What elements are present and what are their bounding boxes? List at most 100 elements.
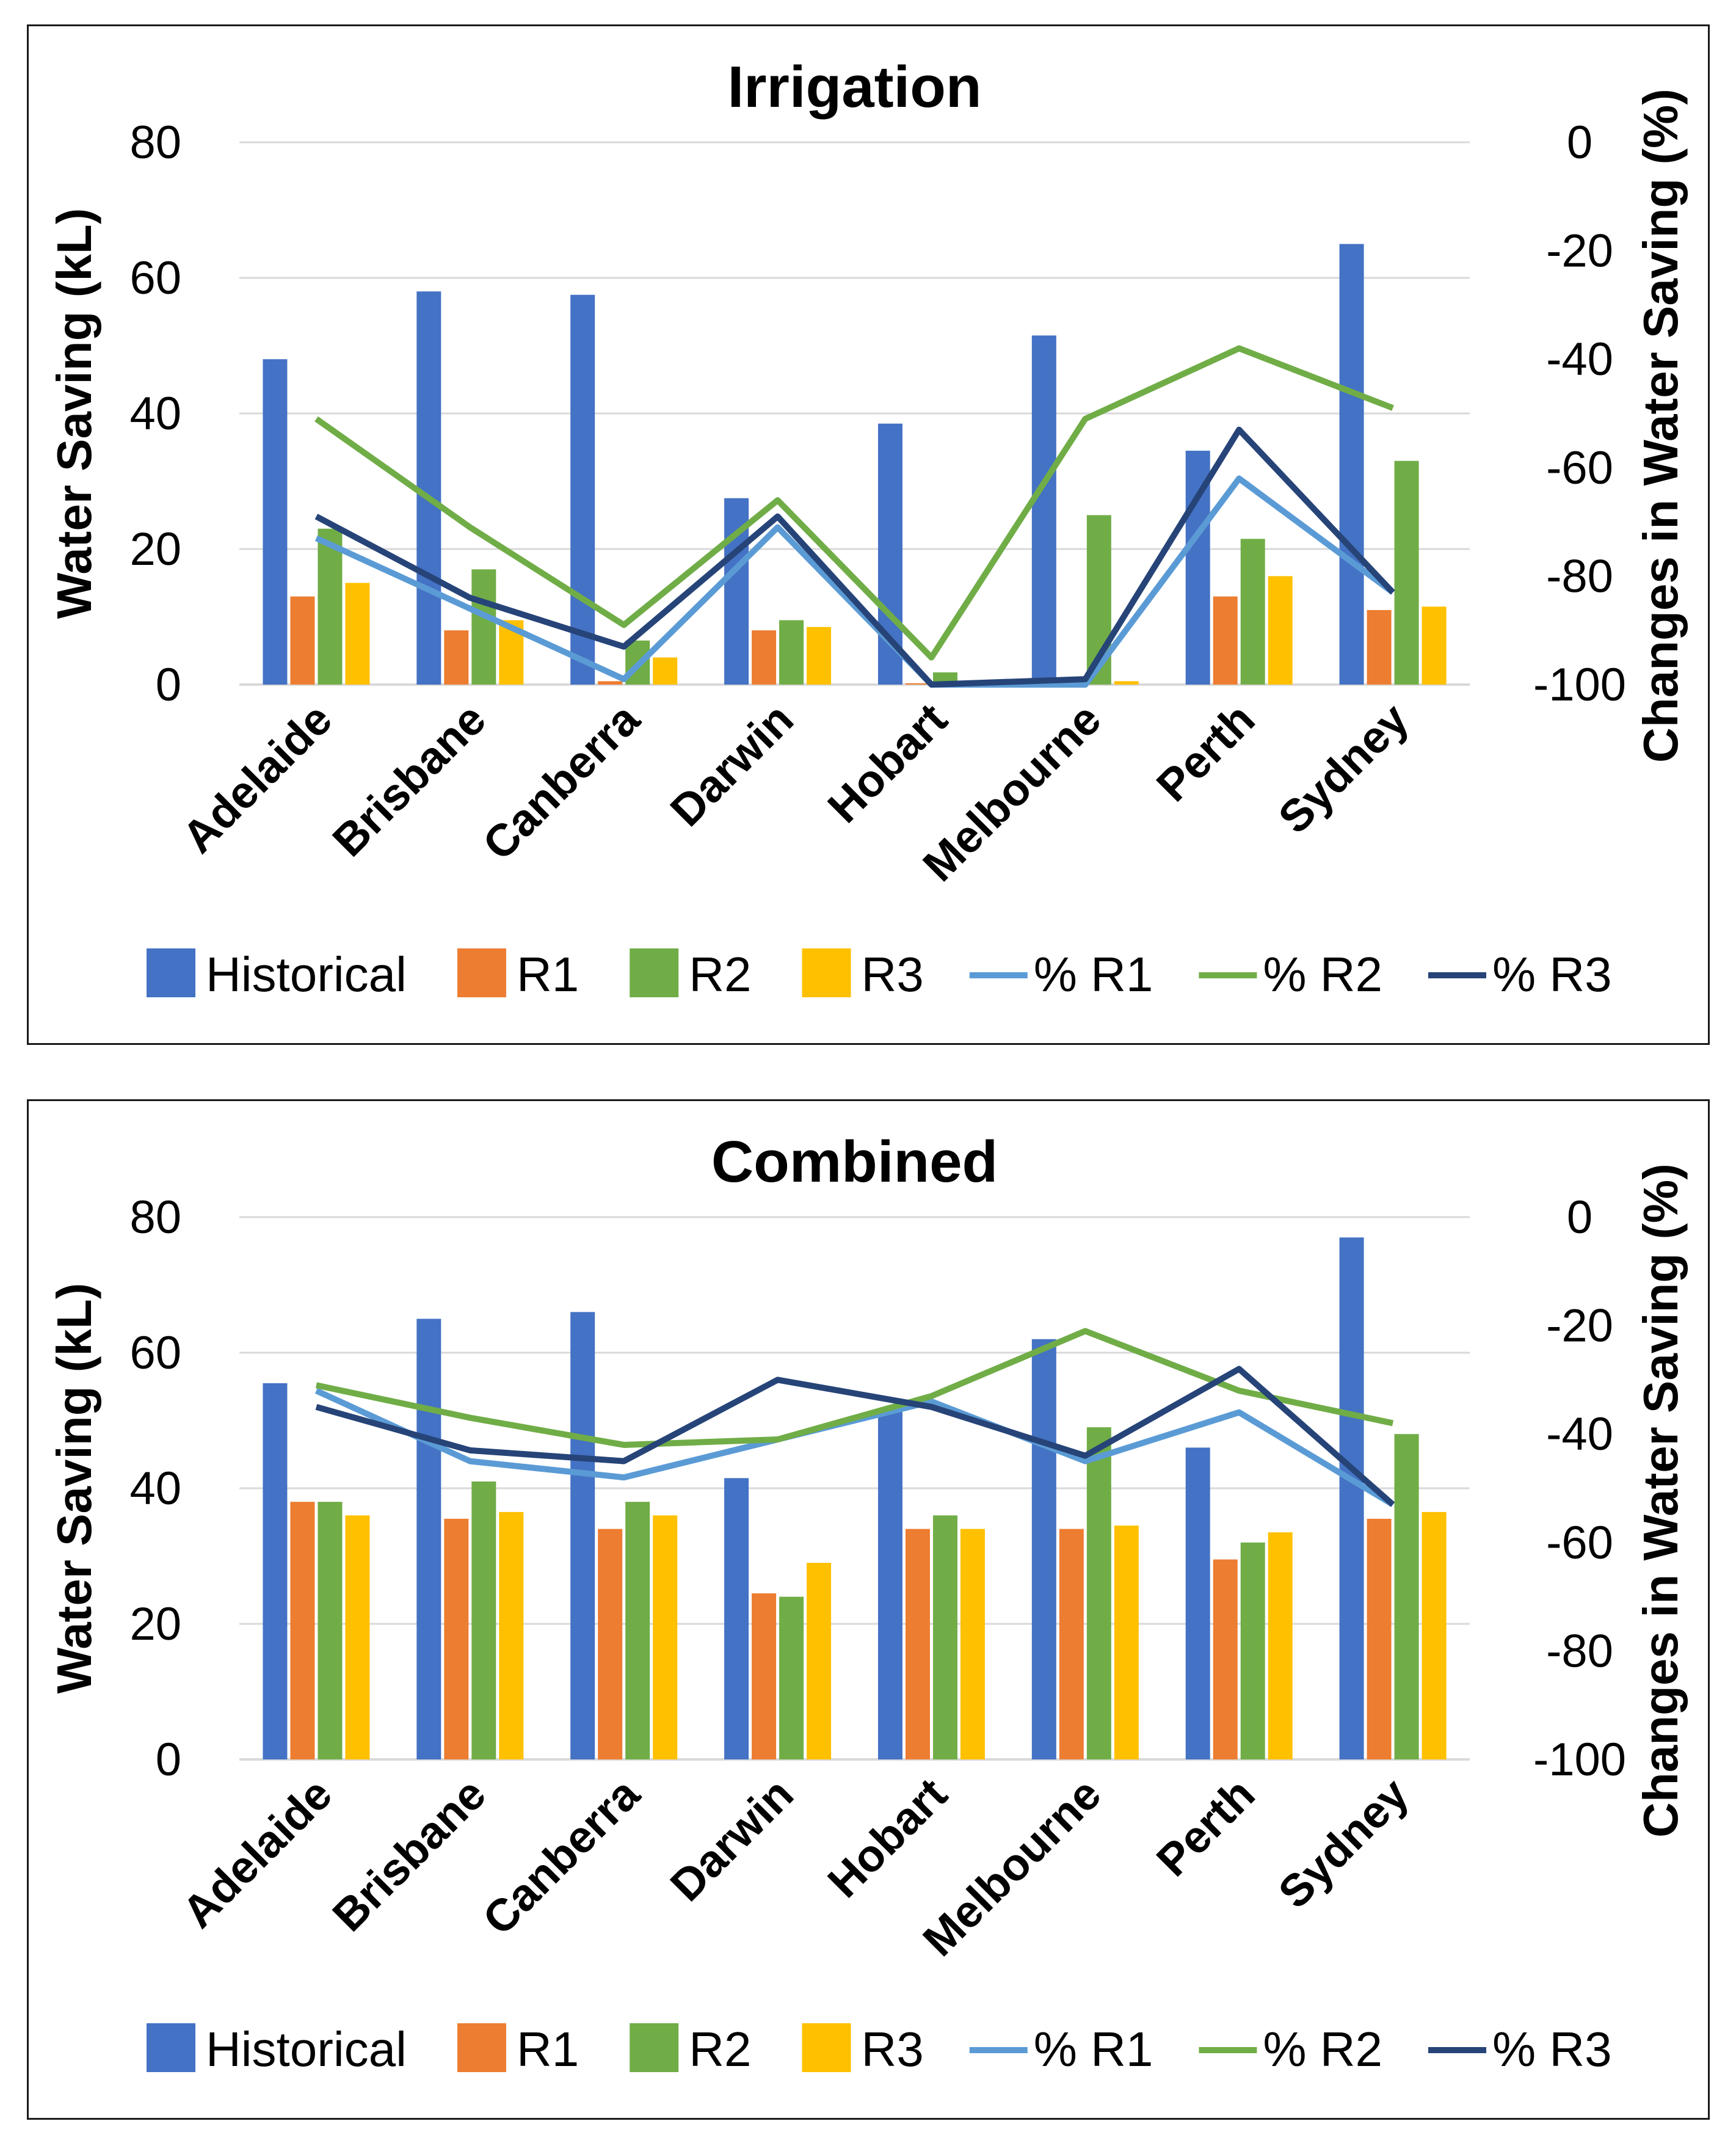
chart2-category-label-hobart: Hobart [818, 1769, 956, 1907]
chart2-legend-label-pct-r1: % R1 [1034, 2022, 1153, 2076]
chart1-bar-r1-canberra [598, 681, 623, 685]
combined-chart-panel: Combined 0 20 40 60 80 -100 -80 -60 -40 -20 0 Water … [27, 1099, 1710, 2120]
chart1-bar-r2-brisbane [471, 569, 496, 685]
chart1-legend-swatch-r2 [630, 948, 679, 997]
chart1-y2-tick-label: -20 [1546, 225, 1613, 277]
chart2-bar-r2-darwin [779, 1596, 804, 1759]
chart2-bar-r1-perth [1213, 1559, 1238, 1759]
chart1-bar-historical-brisbane [416, 291, 441, 685]
chart1-category-label-hobart: Hobart [818, 694, 956, 832]
chart2-bar-r3-melbourne [1114, 1526, 1139, 1759]
chart2-bar-r3-perth [1268, 1532, 1293, 1759]
chart2-legend-swatch-r2 [630, 2023, 679, 2072]
chart2-bar-r3-adelaide [345, 1515, 370, 1759]
chart1-bar-historical-canberra [570, 294, 595, 685]
chart2-bar-historical-darwin [724, 1478, 749, 1759]
chart2-category-label-adelaide: Adelaide [172, 1769, 341, 1938]
chart2-y-tick-label: 60 [129, 1327, 181, 1379]
chart2-bar-r1-darwin [752, 1593, 777, 1759]
chart1-line-pct-r3 [314, 426, 1395, 688]
chart2-y2-tick-label: -40 [1546, 1408, 1613, 1460]
chart1-bar-r3-sydney [1422, 606, 1447, 685]
chart2-bar-r1-melbourne [1059, 1529, 1084, 1759]
chart2-legend-swatch-r3 [802, 2023, 851, 2072]
chart2-y-tick-label: 40 [129, 1463, 181, 1515]
chart1-y-tick-label: 40 [129, 388, 181, 440]
chart2-bar-r2-perth [1240, 1542, 1265, 1759]
chart1-legend-label-pct-r3: % R3 [1492, 947, 1612, 1002]
chart2-y-tick-label: 0 [156, 1734, 181, 1786]
chart1-category-label-canberra: Canberra [473, 693, 650, 870]
chart2-bar-r1-canberra [598, 1529, 623, 1759]
chart2-legend-label-historical: Historical [206, 2022, 407, 2076]
chart2-legend-swatch-r1 [457, 2023, 506, 2072]
chart1-y-tick-label: 60 [129, 252, 181, 304]
chart1-bar-r3-adelaide [345, 583, 370, 685]
chart1-category-label-darwin: Darwin [661, 694, 803, 836]
chart1-bar-r2-perth [1240, 539, 1265, 685]
chart2-bar-r3-darwin [807, 1563, 832, 1759]
chart1-legend-label-r3: R3 [861, 947, 923, 1002]
chart2-bar-r3-sydney [1422, 1511, 1447, 1759]
chart1-bar-historical-adelaide [263, 359, 288, 685]
chart2-legend-label-r2: R2 [689, 2022, 751, 2076]
chart2-bar-r1-hobart [905, 1529, 930, 1759]
chart2-bar-r2-hobart [932, 1515, 957, 1759]
chart2-bar-r2-brisbane [471, 1481, 496, 1759]
irrigation-chart-panel: Irrigation 0 20 40 60 80 -100 -80 -60 -40 -20 0 Wate… [27, 24, 1710, 1045]
chart1-legend-label-r2: R2 [689, 947, 751, 1002]
chart1-y2-tick-label: 0 [1567, 117, 1593, 169]
chart2-bar-historical-hobart [877, 1410, 903, 1759]
chart2-bar-r2-canberra [625, 1502, 650, 1759]
irrigation-chart: Irrigation 0 20 40 60 80 -100 -80 -60 -40 -20 0 Wate… [47, 54, 1688, 1002]
chart1-line-pct-r1 [314, 475, 1395, 688]
chart1-y2-tick-label: -40 [1546, 333, 1613, 385]
chart2-category-label-brisbane: Brisbane [323, 1769, 496, 1941]
chart1-legend-label-r1: R1 [517, 947, 579, 1002]
chart2-bar-r2-adelaide [318, 1502, 343, 1759]
chart1-legend-label-pct-r2: % R2 [1263, 947, 1382, 1002]
chart2-bar-historical-melbourne [1031, 1339, 1056, 1759]
chart1-legend-swatch-historical [147, 948, 195, 997]
chart1-legend-swatch-r1 [457, 948, 506, 997]
chart2-y2-tick-label: -100 [1533, 1734, 1626, 1786]
chart1-bar-r3-perth [1268, 576, 1293, 685]
chart2-legend-swatch-historical [147, 2023, 195, 2072]
combined-chart: Combined 0 20 40 60 80 -100 -80 -60 -40 -20 0 Water … [47, 1129, 1688, 2076]
chart1-title: Irrigation [727, 54, 981, 120]
chart1-y2-tick-label: -60 [1546, 442, 1613, 494]
chart1-bar-historical-melbourne [1031, 335, 1056, 685]
chart1-y2-axis-title: Changes in Water Saving (%) [1633, 89, 1688, 763]
chart1-category-label-brisbane: Brisbane [323, 694, 496, 867]
chart1-category-label-perth: Perth [1147, 694, 1264, 811]
chart1-bar-historical-sydney [1339, 244, 1364, 685]
chart1-legend-label-pct-r1: % R1 [1034, 947, 1153, 1002]
chart2-y2-tick-label: 0 [1567, 1191, 1593, 1243]
chart2-bar-historical-sydney [1339, 1237, 1364, 1759]
chart2-bar-r2-sydney [1394, 1434, 1419, 1759]
chart2-bar-r3-hobart [960, 1529, 985, 1759]
chart2-bar-historical-canberra [570, 1312, 595, 1759]
chart1-legend-swatch-r3 [802, 948, 851, 997]
chart2-legend-label-r3: R3 [861, 2022, 923, 2076]
chart2-category-label-canberra: Canberra [473, 1768, 650, 1944]
chart1-line-pct-r2 [314, 345, 1394, 661]
chart1-bar-r1-perth [1213, 596, 1238, 685]
chart2-legend-label-pct-r2: % R2 [1263, 2022, 1382, 2076]
chart2-y2-tick-label: -60 [1546, 1517, 1613, 1569]
chart1-y-tick-label: 20 [129, 523, 181, 575]
chart1-bar-r3-darwin [807, 627, 832, 685]
chart2-legend-label-r1: R1 [517, 2022, 579, 2076]
chart2-bar-r2-melbourne [1086, 1427, 1111, 1759]
chart2-y-tick-label: 80 [129, 1191, 181, 1243]
chart2-category-label-darwin: Darwin [661, 1769, 803, 1911]
chart2-bar-r3-canberra [653, 1515, 678, 1759]
chart1-bar-r1-brisbane [444, 630, 469, 685]
chart2-category-label-perth: Perth [1147, 1769, 1264, 1886]
chart2-bar-r1-brisbane [444, 1518, 469, 1759]
chart2-category-label-sydney: Sydney [1269, 1769, 1418, 1918]
chart2-bar-historical-adelaide [263, 1383, 288, 1759]
chart1-bar-r1-darwin [752, 630, 777, 685]
chart2-bar-historical-brisbane [416, 1319, 441, 1759]
chart1-bar-r1-hobart [905, 683, 930, 685]
